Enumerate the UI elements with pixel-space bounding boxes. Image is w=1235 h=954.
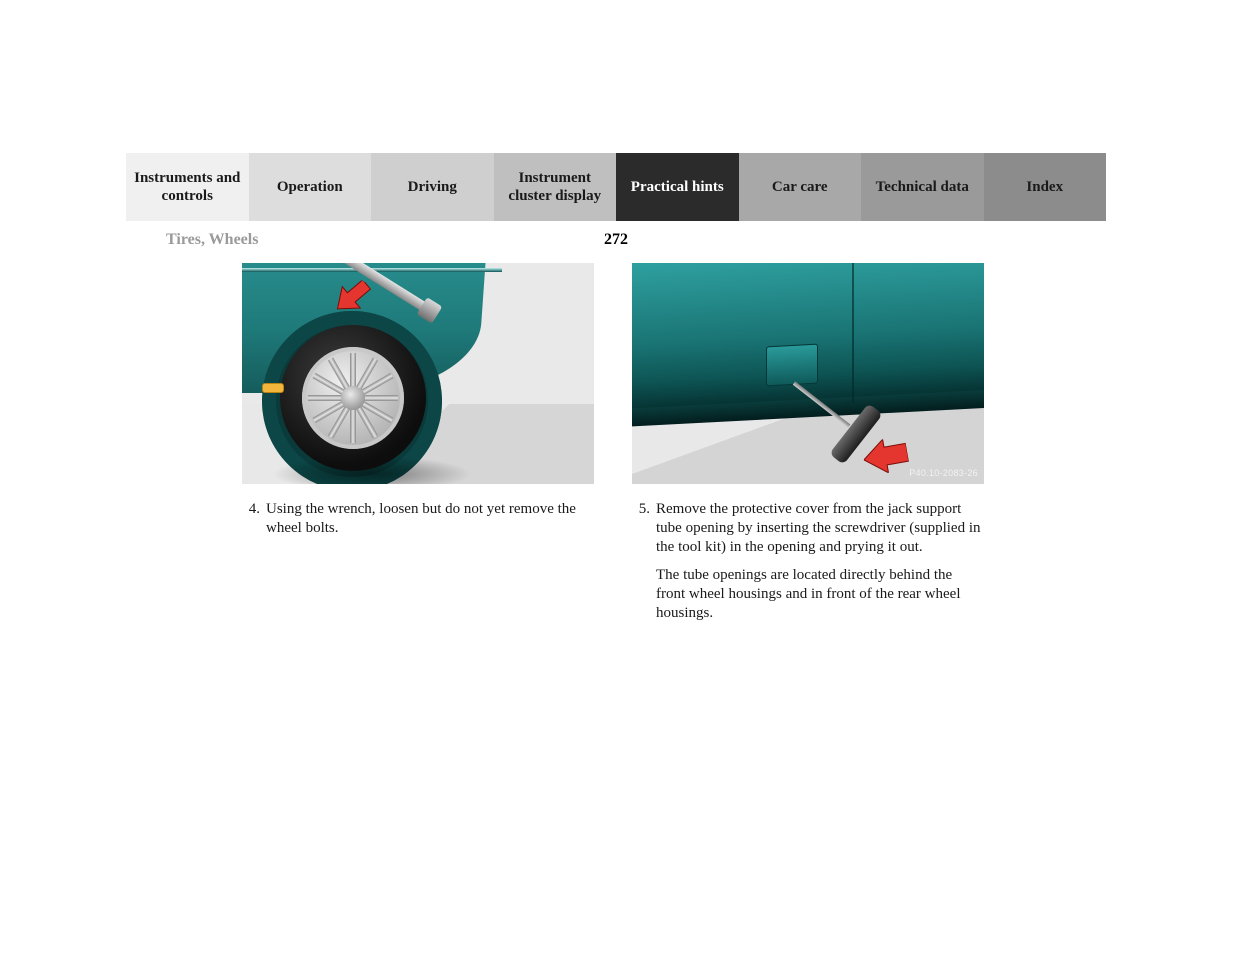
- figure-code: P40.10-2083-26: [909, 468, 978, 478]
- tab-instruments-and-controls[interactable]: Instruments and controls: [126, 153, 249, 221]
- arrow-indicator-icon: [861, 435, 911, 481]
- wheel-hub: [341, 386, 365, 410]
- manual-page: Instruments and controlsOperationDriving…: [126, 153, 1106, 633]
- left-column: 4. Using the wrench, loosen but do not y…: [242, 263, 594, 633]
- step-text: Using the wrench, loosen but do not yet …: [266, 500, 594, 548]
- door-seam: [852, 263, 854, 403]
- tab-practical-hints[interactable]: Practical hints: [616, 153, 739, 221]
- tab-operation[interactable]: Operation: [249, 153, 372, 221]
- illustration-wheel-wrench: [242, 263, 594, 484]
- tab-driving[interactable]: Driving: [371, 153, 494, 221]
- subheader-row: Tires, Wheels 272: [126, 221, 1106, 259]
- content-columns: 4. Using the wrench, loosen but do not y…: [126, 263, 1106, 633]
- right-column: P40.10-2083-26 5. Remove the protective …: [632, 263, 984, 633]
- page-number: 272: [604, 231, 628, 249]
- section-title: Tires, Wheels: [166, 231, 258, 249]
- tab-index[interactable]: Index: [984, 153, 1107, 221]
- tab-instrument-cluster-display[interactable]: Instrument cluster display: [494, 153, 617, 221]
- step-number: 4.: [242, 500, 266, 548]
- jack-support-cover: [766, 344, 818, 387]
- illustration-jack-cover: P40.10-2083-26: [632, 263, 984, 484]
- nav-tabs: Instruments and controlsOperationDriving…: [126, 153, 1106, 221]
- step-4: 4. Using the wrench, loosen but do not y…: [242, 500, 594, 548]
- tab-car-care[interactable]: Car care: [739, 153, 862, 221]
- step-5: 5. Remove the protective cover from the …: [632, 500, 984, 633]
- side-marker-light: [262, 383, 284, 393]
- step-text: Remove the protective cover from the jac…: [656, 500, 984, 633]
- step-number: 5.: [632, 500, 656, 633]
- tab-technical-data[interactable]: Technical data: [861, 153, 984, 221]
